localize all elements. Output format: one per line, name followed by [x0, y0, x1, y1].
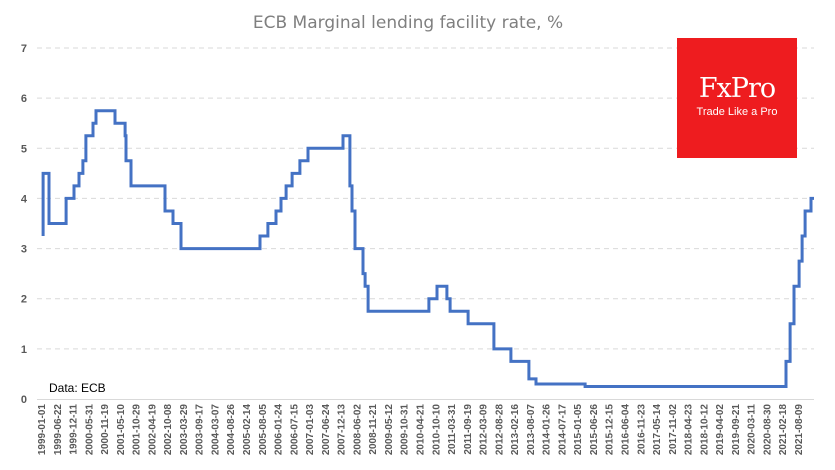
x-tick-label: 2002-04-19 [147, 404, 158, 456]
y-tick-label: 4 [21, 193, 28, 205]
x-tick-label: 1999-12-11 [69, 404, 80, 455]
x-tick-label: 2010-04-21 [415, 404, 426, 456]
logo-name: FxPro [698, 73, 776, 104]
y-tick-label: 5 [21, 143, 27, 155]
x-tick-label: 2011-03-31 [447, 404, 458, 455]
x-tick-label: 2000-11-19 [100, 404, 111, 455]
x-tick-label: 2001-05-10 [116, 404, 127, 456]
x-tick-label: 2009-10-31 [400, 404, 411, 456]
y-tick-label: 6 [21, 93, 27, 105]
x-tick-label: 2011-09-19 [463, 404, 474, 455]
x-tick-label: 2020-03-11 [747, 404, 758, 455]
x-tick-label: 2004-08-26 [226, 404, 237, 456]
x-tick-label: 2019-04-02 [715, 404, 726, 456]
x-tick-label: 2018-04-23 [684, 404, 695, 456]
logo-tagline: Trade Like a Pro [696, 106, 778, 118]
y-tick-label: 2 [21, 294, 27, 306]
x-tick-label: 2008-11-21 [368, 404, 379, 455]
x-tick-label: 2007-12-13 [337, 404, 348, 456]
x-tick-label: 2005-02-14 [242, 404, 253, 456]
x-tick-label: 2020-08-30 [762, 404, 773, 456]
x-axis-ticks: 1999-01-01 1999-06-22 1999-12-11 2000-05-31… [37, 404, 805, 456]
x-tick-label: 2010-10-10 [431, 404, 442, 456]
y-tick-label: 3 [21, 244, 27, 256]
x-tick-label: 2003-09-17 [195, 404, 206, 456]
x-tick-label: 2017-11-02 [668, 404, 679, 455]
x-tick-label: 2012-03-09 [479, 404, 490, 456]
x-tick-label: 1999-06-22 [53, 404, 64, 456]
data-source-note: Data: ECB [49, 381, 106, 395]
x-tick-label: 2015-06-26 [589, 404, 600, 456]
x-tick-label: 2017-05-14 [652, 404, 663, 456]
x-tick-label: 2014-01-26 [542, 404, 553, 456]
x-tick-label: 2021-08-09 [794, 404, 805, 456]
x-tick-label: 2015-12-15 [605, 404, 616, 456]
x-tick-label: 2021-02-18 [778, 404, 789, 456]
x-tick-label: 2013-02-16 [510, 404, 521, 456]
x-tick-label: 2018-10-12 [699, 404, 710, 456]
x-tick-label: 2016-06-04 [620, 404, 631, 456]
x-tick-label: 2002-10-08 [163, 404, 174, 456]
x-tick-label: 2015-01-05 [573, 404, 584, 456]
x-tick-label: 2001-10-29 [132, 404, 143, 456]
y-tick-label: 7 [21, 43, 27, 55]
x-tick-label: 2019-09-21 [731, 404, 742, 456]
x-tick-label: 2012-08-28 [494, 404, 505, 456]
chart-title: ECB Marginal lending facility rate, % [253, 13, 563, 33]
y-tick-label: 0 [21, 394, 27, 406]
x-tick-label: 2003-03-29 [179, 404, 190, 456]
x-tick-label: 2014-07-17 [557, 404, 568, 456]
x-tick-label: 2000-05-31 [84, 404, 95, 456]
x-tick-label: 2007-06-24 [321, 404, 332, 456]
x-tick-label: 2006-07-15 [289, 404, 300, 456]
x-tick-label: 2006-01-24 [274, 404, 285, 456]
x-tick-label: 2016-11-23 [636, 404, 647, 455]
y-axis-ticks: 0 1 2 3 4 5 6 7 [21, 43, 28, 406]
x-tick-label: 2009-05-12 [384, 404, 395, 456]
fxpro-logo: FxPro Trade Like a Pro [677, 38, 797, 158]
x-tick-label: 2013-08-07 [526, 404, 537, 456]
x-tick-label: 1999-01-01 [37, 404, 48, 456]
x-tick-label: 2004-03-07 [210, 404, 221, 456]
x-tick-label: 2005-08-05 [258, 404, 269, 456]
series-line-marginal-lending-rate [41, 109, 814, 388]
x-tick-label: 2008-06-02 [352, 404, 363, 456]
x-tick-label: 2007-01-03 [305, 404, 316, 456]
y-tick-label: 1 [21, 344, 27, 356]
